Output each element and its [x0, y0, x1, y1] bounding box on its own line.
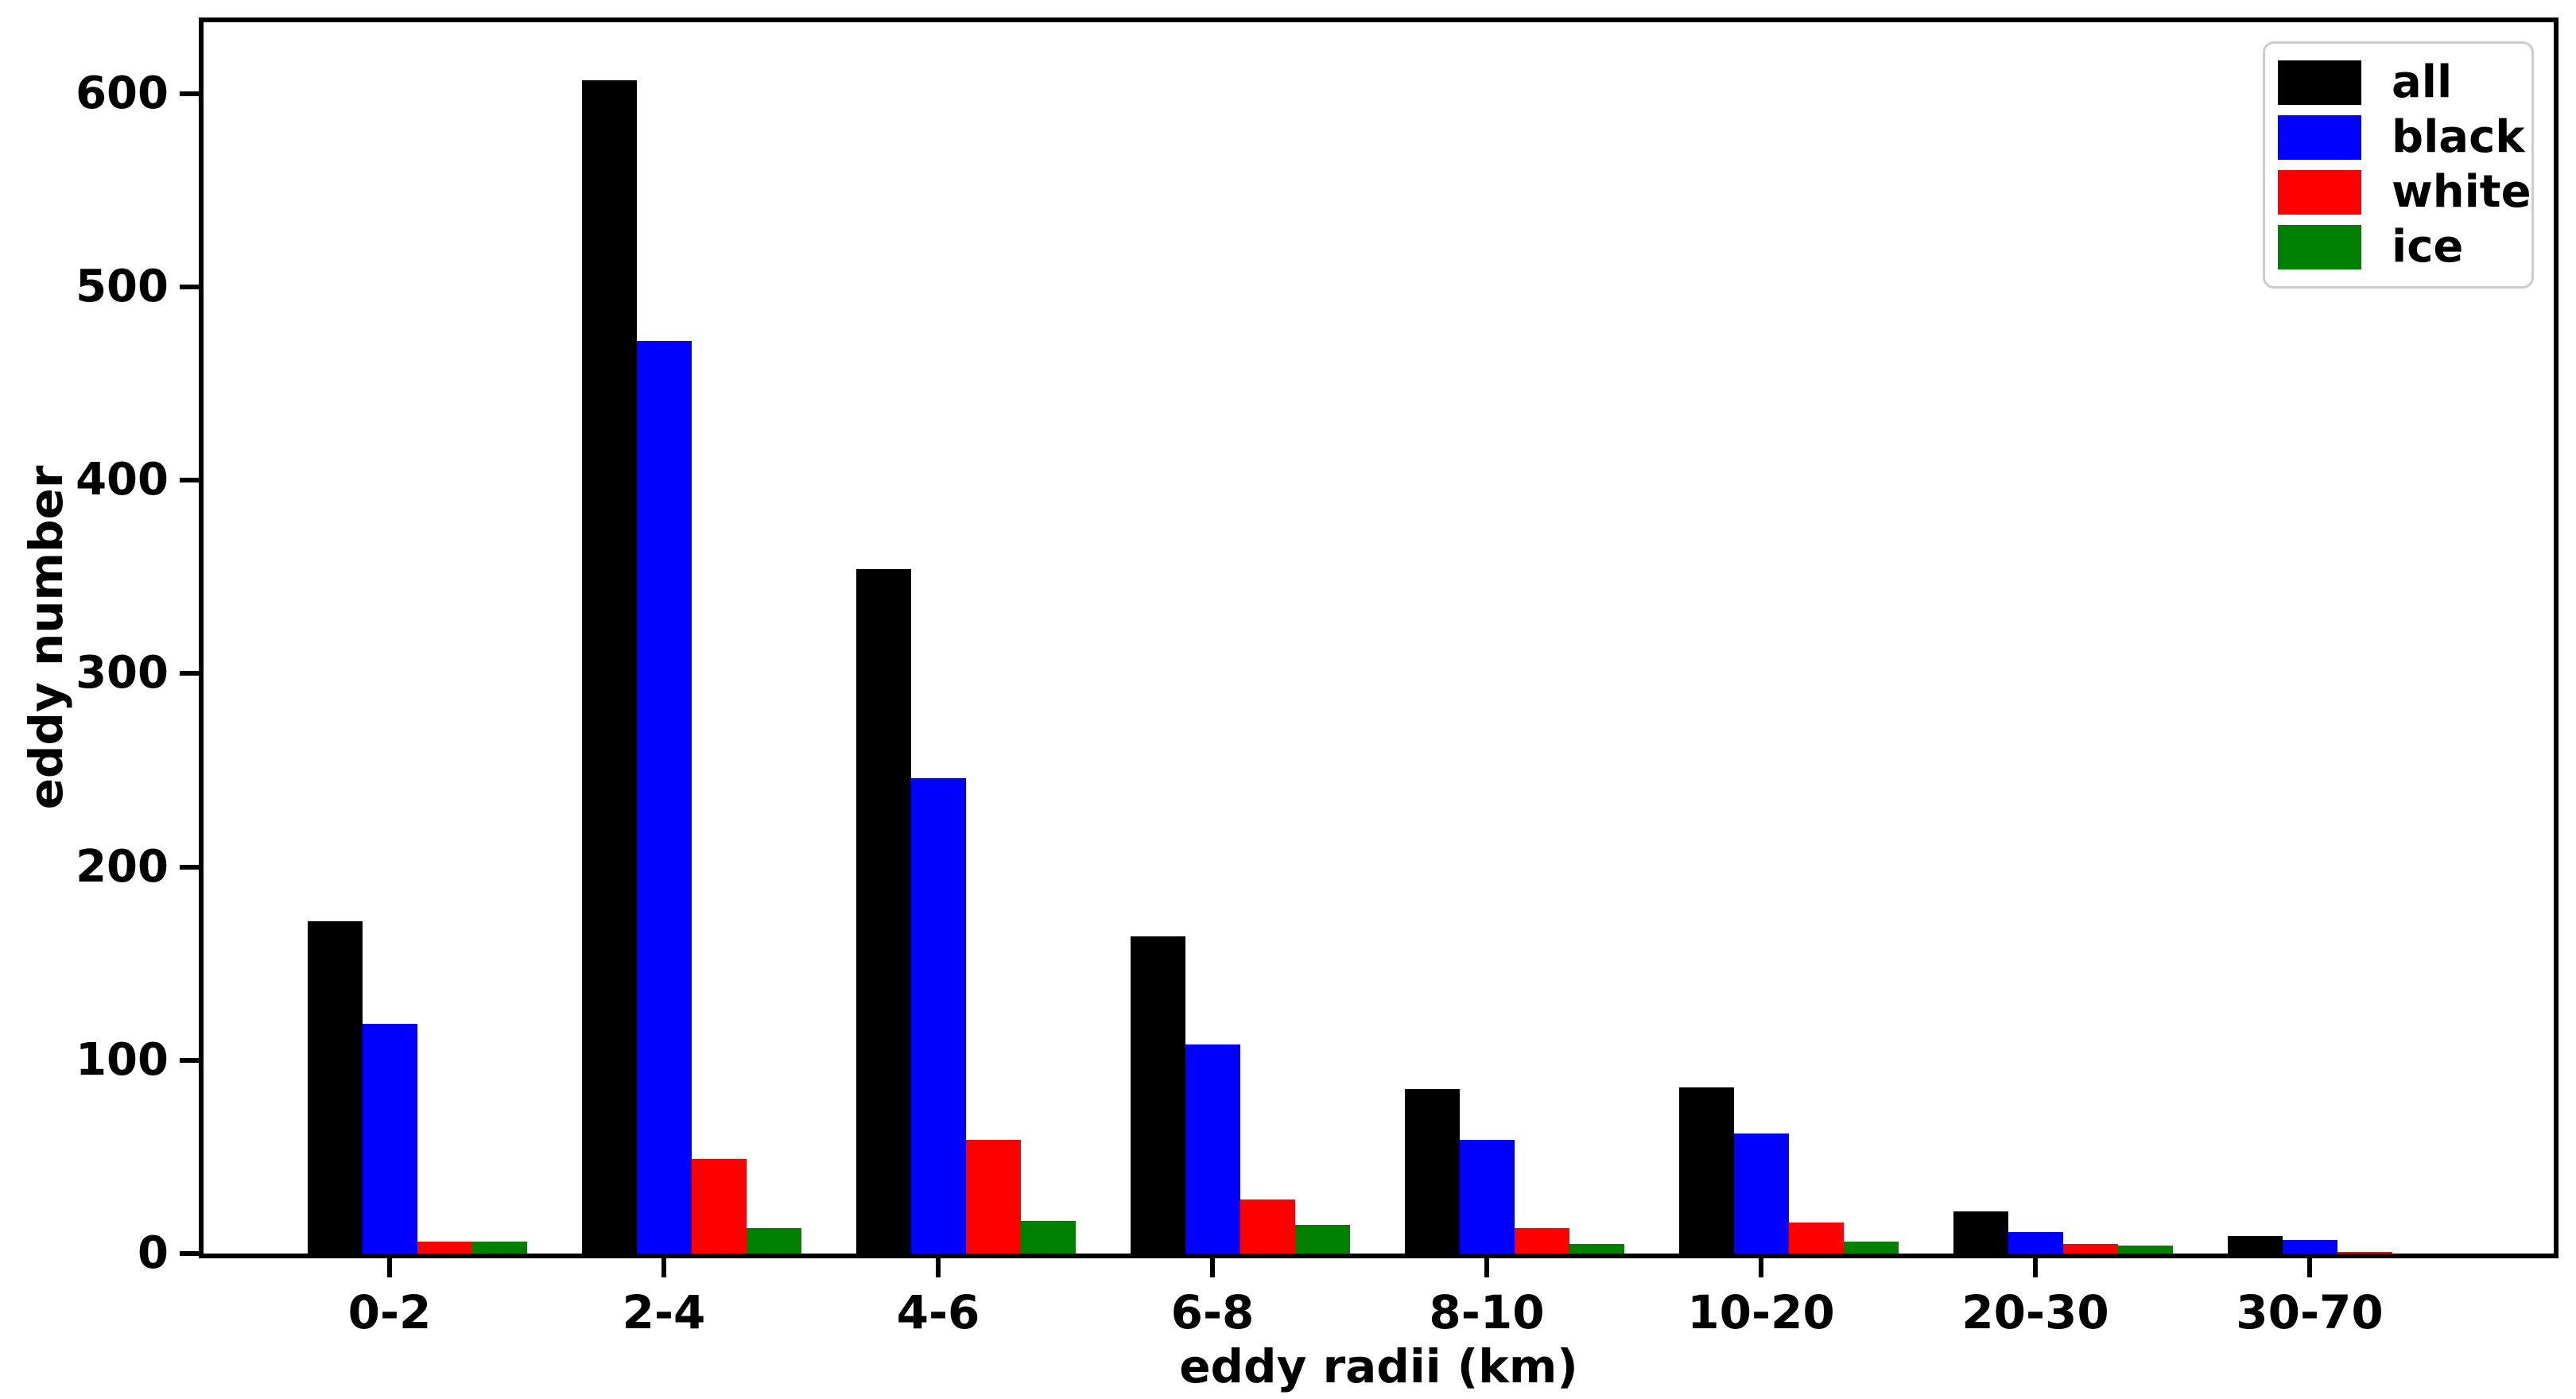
bar-black-4-6 [910, 777, 966, 1254]
legend-label-ice: ice [2392, 221, 2464, 273]
bar-ice-8-10 [1569, 1243, 1624, 1254]
bar-black-20-30 [2008, 1232, 2063, 1254]
bar-all-4-6 [855, 569, 911, 1254]
bar-black-2-4 [636, 341, 692, 1254]
x-axis-label: eddy radii (km) [1179, 1339, 1578, 1393]
legend-label-black: black [2392, 111, 2525, 163]
x-tick-20-30 [2033, 1258, 2038, 1277]
bar-white-4-6 [965, 1139, 1021, 1254]
x-tick-label-6-8: 6-8 [1170, 1285, 1255, 1339]
bar-ice-4-6 [1020, 1220, 1076, 1254]
bar-ice-20-30 [2117, 1246, 2173, 1254]
legend-swatch-white [2278, 170, 2361, 215]
y-tick-label-0: 0 [138, 1227, 169, 1279]
y-tick-label-100: 100 [76, 1033, 169, 1086]
bar-white-30-70 [2337, 1251, 2392, 1254]
x-tick-label-20-30: 20-30 [1961, 1285, 2109, 1339]
y-tick-0 [180, 1251, 199, 1256]
legend: all black white ice [2263, 41, 2534, 289]
x-tick-label-10-20: 10-20 [1687, 1285, 1835, 1339]
bar-white-0-2 [417, 1242, 472, 1254]
bar-black-0-2 [362, 1023, 417, 1254]
bar-white-6-8 [1240, 1199, 1295, 1254]
bar-all-10-20 [1678, 1087, 1734, 1254]
bar-all-2-4 [581, 79, 637, 1254]
bar-all-30-70 [2227, 1236, 2283, 1254]
legend-label-white: white [2392, 166, 2531, 218]
bar-ice-6-8 [1294, 1224, 1350, 1254]
bar-ice-10-20 [1843, 1242, 1899, 1254]
y-tick-100 [180, 1057, 199, 1063]
legend-item-white: white [2278, 169, 2531, 216]
bar-white-2-4 [691, 1158, 747, 1254]
y-tick-600 [180, 91, 199, 96]
y-tick-300 [180, 671, 199, 676]
x-tick-6-8 [1210, 1258, 1215, 1277]
x-tick-0-2 [387, 1258, 392, 1277]
bar-black-8-10 [1459, 1139, 1515, 1254]
legend-item-black: black [2278, 114, 2525, 161]
bar-all-20-30 [1953, 1211, 2008, 1254]
y-tick-label-200: 200 [76, 840, 169, 893]
y-tick-200 [180, 864, 199, 870]
bar-all-6-8 [1130, 936, 1185, 1254]
y-tick-label-300: 300 [76, 647, 169, 700]
x-tick-2-4 [661, 1258, 666, 1277]
bar-black-10-20 [1733, 1134, 1789, 1254]
y-tick-label-500: 500 [76, 261, 169, 313]
x-tick-4-6 [936, 1258, 941, 1277]
x-tick-label-4-6: 4-6 [896, 1285, 980, 1339]
bar-white-8-10 [1514, 1228, 1569, 1254]
x-tick-label-8-10: 8-10 [1429, 1285, 1545, 1339]
legend-swatch-black [2278, 115, 2361, 160]
y-axis-label: eddy number [19, 465, 73, 810]
bar-all-0-2 [307, 920, 363, 1254]
x-tick-label-0-2: 0-2 [347, 1285, 432, 1339]
legend-item-ice: ice [2278, 223, 2519, 271]
bar-black-30-70 [2282, 1239, 2337, 1254]
bar-white-20-30 [2062, 1243, 2118, 1254]
y-tick-400 [180, 478, 199, 483]
legend-swatch-ice [2278, 225, 2361, 269]
legend-item-all: all [2278, 59, 2519, 107]
x-tick-8-10 [1484, 1258, 1489, 1277]
bar-ice-2-4 [746, 1228, 801, 1254]
x-tick-30-70 [2307, 1258, 2312, 1277]
y-tick-500 [180, 285, 199, 290]
x-tick-label-30-70: 30-70 [2236, 1285, 2384, 1339]
y-tick-label-600: 600 [76, 67, 169, 119]
bar-ice-0-2 [471, 1242, 527, 1254]
bar-black-6-8 [1185, 1044, 1240, 1254]
bar-all-8-10 [1404, 1089, 1460, 1254]
plot-area [199, 17, 2559, 1258]
legend-label-all: all [2392, 56, 2453, 108]
bar-white-10-20 [1788, 1223, 1844, 1254]
x-tick-label-2-4: 2-4 [622, 1285, 706, 1339]
y-tick-label-400: 400 [76, 454, 169, 506]
x-tick-10-20 [1759, 1258, 1763, 1277]
legend-swatch-all [2278, 60, 2361, 105]
